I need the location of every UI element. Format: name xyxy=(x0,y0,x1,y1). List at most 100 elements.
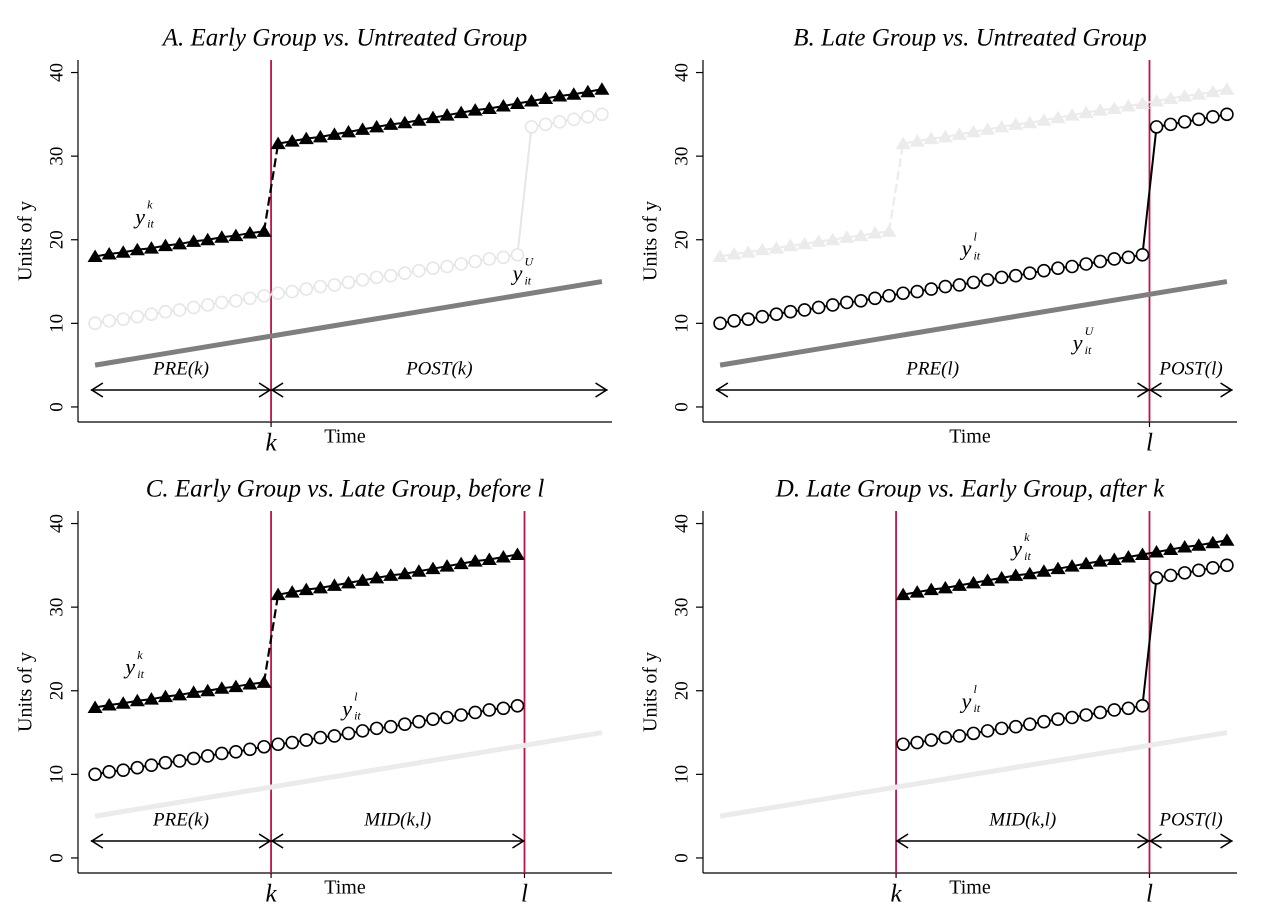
triangle-marker xyxy=(811,234,827,247)
circle-marker xyxy=(1079,708,1093,722)
triangle-marker xyxy=(1149,93,1165,107)
x-tick-label: k xyxy=(266,430,278,457)
jump-connector xyxy=(262,143,280,232)
circle-marker xyxy=(186,300,201,315)
circle-marker xyxy=(882,288,896,303)
circle-marker xyxy=(299,282,314,296)
circle-marker xyxy=(214,295,229,310)
annotation: y xyxy=(1010,536,1022,561)
region-label: POST(k) xyxy=(405,358,472,379)
region-label: MID(k,l) xyxy=(363,809,431,830)
triangle-marker xyxy=(524,93,540,107)
x-axis-label: Time xyxy=(949,426,991,448)
triangle-marker xyxy=(87,700,103,713)
region-label: POST(l) xyxy=(1158,809,1222,830)
triangle-marker xyxy=(768,241,784,254)
circle-marker xyxy=(1037,263,1051,278)
triangle-marker xyxy=(298,131,314,145)
y-tick-label: 0 xyxy=(671,402,692,412)
triangle-marker xyxy=(980,573,996,586)
triangle-marker xyxy=(1163,542,1179,555)
untreated-line xyxy=(94,279,603,368)
circle-marker xyxy=(1121,250,1136,265)
circle-marker xyxy=(552,115,567,129)
x-tick-label: k xyxy=(891,881,903,908)
triangle-marker xyxy=(867,226,883,239)
x-axis-label: Time xyxy=(324,877,366,899)
circle-marker xyxy=(1149,120,1164,134)
triangle-marker xyxy=(825,232,841,246)
triangle-marker xyxy=(1219,533,1235,546)
triangle-marker xyxy=(115,245,131,258)
triangle-marker xyxy=(369,119,385,133)
triangle-marker xyxy=(1092,554,1108,567)
arrow-head xyxy=(1137,382,1150,398)
triangle-marker xyxy=(937,129,953,143)
untreated-line xyxy=(719,279,1228,368)
triangle-marker xyxy=(1022,115,1038,129)
triangle-marker xyxy=(951,127,967,140)
circle-marker xyxy=(1093,705,1108,720)
triangle-marker xyxy=(1008,568,1024,581)
triangle-marker xyxy=(909,585,925,598)
circle-marker xyxy=(398,266,412,280)
triangle-marker xyxy=(951,578,967,591)
chart-title: B. Late Group vs. Untreated Group xyxy=(793,25,1146,52)
triangle-marker xyxy=(994,570,1010,584)
triangle-marker xyxy=(481,552,497,565)
x-axis-label: Time xyxy=(324,426,366,448)
triangle-marker xyxy=(312,129,328,143)
triangle-marker xyxy=(538,91,554,104)
y-tick-label: 10 xyxy=(46,314,67,333)
triangle-marker xyxy=(1219,82,1235,95)
triangle-marker xyxy=(1106,552,1122,565)
circle-marker xyxy=(1079,257,1093,271)
triangle-marker xyxy=(129,242,145,256)
circle-marker xyxy=(868,291,882,306)
y-tick-label: 0 xyxy=(671,853,692,863)
annotation-sup: l xyxy=(973,229,977,243)
y-tick-label: 20 xyxy=(671,681,692,700)
circle-marker xyxy=(158,755,173,770)
circle-marker xyxy=(839,295,854,310)
triangle-marker xyxy=(341,124,356,138)
triangle-marker xyxy=(712,249,728,262)
triangle-marker xyxy=(509,547,525,560)
circle-marker xyxy=(355,724,370,738)
circle-marker xyxy=(727,314,741,328)
circle-marker xyxy=(924,282,939,296)
triangle-marker xyxy=(411,113,427,126)
circle-marker xyxy=(313,730,328,745)
circle-marker xyxy=(1135,698,1150,713)
annotation-sup: k xyxy=(147,198,153,212)
circle-marker xyxy=(468,705,483,720)
circle-marker xyxy=(1163,117,1178,132)
triangle-marker xyxy=(740,245,756,258)
circle-marker xyxy=(482,252,497,266)
triangle-marker xyxy=(200,232,216,246)
triangle-marker xyxy=(157,238,173,252)
triangle-marker xyxy=(172,236,188,250)
triangle-marker xyxy=(115,696,131,709)
jump-connector xyxy=(887,143,905,232)
triangle-marker xyxy=(1036,113,1052,126)
triangle-marker xyxy=(797,236,813,250)
circle-marker xyxy=(383,719,398,734)
arrow-head xyxy=(258,833,272,849)
triangle-marker xyxy=(1064,559,1080,572)
circle-marker xyxy=(454,708,468,722)
triangle-marker xyxy=(1177,88,1193,102)
region-label: MID(k,l) xyxy=(988,809,1056,830)
y-tick-label: 20 xyxy=(46,681,67,700)
triangle-marker xyxy=(284,585,300,598)
triangle-marker xyxy=(270,136,286,150)
annotation: y xyxy=(511,261,523,286)
y-tick-label: 40 xyxy=(671,514,692,533)
triangle-marker xyxy=(594,82,610,95)
circle-marker xyxy=(1191,563,1206,578)
circle-marker xyxy=(1107,703,1122,717)
circle-marker xyxy=(538,117,553,132)
circle-marker xyxy=(1065,710,1079,725)
arrow-head xyxy=(258,382,272,398)
